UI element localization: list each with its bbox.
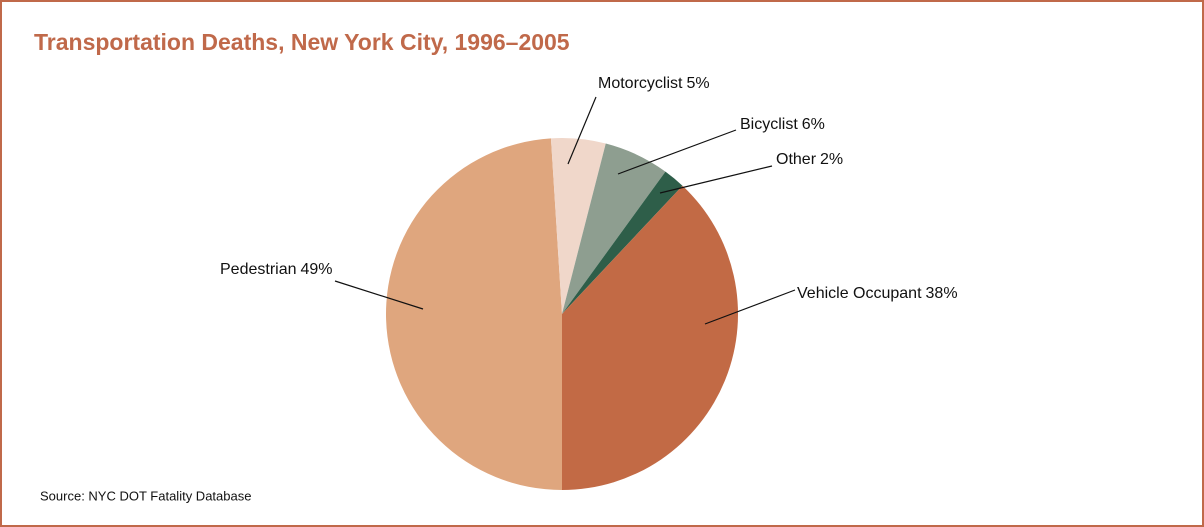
slice-label-value: 2% <box>820 151 843 168</box>
slice-label-name: Bicyclist <box>740 116 798 133</box>
slice-label: Vehicle Occupant 38% <box>797 285 958 302</box>
leader-line <box>617 129 737 175</box>
slice-label-value: 6% <box>802 116 825 133</box>
leader-line <box>659 165 773 194</box>
slice-label-value: 5% <box>686 75 709 92</box>
source-note: Source: NYC DOT Fatality Database <box>40 488 251 503</box>
leader-line <box>567 96 597 165</box>
slice-label-name: Vehicle Occupant <box>797 285 922 302</box>
slice-label: Motorcyclist 5% <box>598 75 710 92</box>
pie-slice <box>562 143 666 314</box>
leader-line <box>334 280 424 310</box>
pie-slice <box>550 137 606 314</box>
slice-label: Pedestrian 49% <box>220 261 333 278</box>
slice-label: Bicyclist 6% <box>740 116 825 133</box>
slice-label-name: Motorcyclist <box>598 75 683 92</box>
pie-slice <box>562 171 683 314</box>
slice-label-value: 49% <box>301 261 333 278</box>
slice-label-name: Other <box>776 151 817 168</box>
chart-title: Transportation Deaths, New York City, 19… <box>34 29 570 55</box>
slice-label-value: 38% <box>926 285 958 302</box>
pie-slice <box>385 138 562 491</box>
pie-slice <box>562 185 738 490</box>
slice-label-name: Pedestrian <box>220 261 297 278</box>
slice-label: Other 2% <box>776 151 843 168</box>
leader-line <box>704 289 796 325</box>
